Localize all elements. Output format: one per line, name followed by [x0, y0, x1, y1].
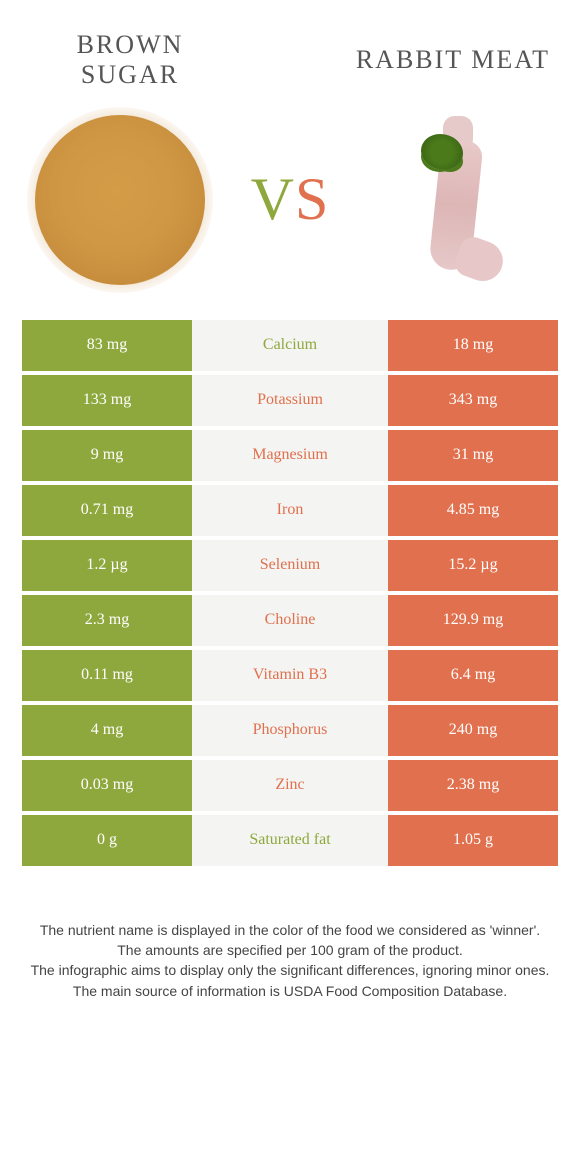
nutrient-label: Choline: [192, 595, 388, 646]
footer-line-3: The infographic aims to display only the…: [30, 960, 550, 980]
left-value: 9 mg: [22, 430, 192, 481]
left-food-title: BROWN SUGAR: [30, 30, 230, 90]
left-value: 0.71 mg: [22, 485, 192, 536]
right-value: 1.05 g: [388, 815, 558, 866]
table-row: 0.71 mgIron4.85 mg: [22, 485, 558, 536]
right-value: 129.9 mg: [388, 595, 558, 646]
footer-notes: The nutrient name is displayed in the co…: [0, 870, 580, 1001]
comparison-table: 83 mgCalcium18 mg133 mgPotassium343 mg9 …: [22, 320, 558, 866]
nutrient-label: Magnesium: [192, 430, 388, 481]
table-row: 9 mgMagnesium31 mg: [22, 430, 558, 481]
header: BROWN SUGAR RABBIT MEAT: [0, 0, 580, 100]
left-value: 0 g: [22, 815, 192, 866]
footer-line-2: The amounts are specified per 100 gram o…: [30, 940, 550, 960]
brown-sugar-icon: [35, 115, 205, 285]
right-value: 343 mg: [388, 375, 558, 426]
nutrient-label: Selenium: [192, 540, 388, 591]
right-value: 18 mg: [388, 320, 558, 371]
right-food-title: RABBIT MEAT: [310, 45, 550, 75]
rabbit-meat-icon: [415, 110, 505, 290]
nutrient-label: Calcium: [192, 320, 388, 371]
vs-s: S: [295, 166, 329, 232]
left-value: 0.03 mg: [22, 760, 192, 811]
left-value: 4 mg: [22, 705, 192, 756]
right-value: 15.2 µg: [388, 540, 558, 591]
left-value: 1.2 µg: [22, 540, 192, 591]
left-value: 0.11 mg: [22, 650, 192, 701]
right-value: 31 mg: [388, 430, 558, 481]
right-value: 2.38 mg: [388, 760, 558, 811]
table-row: 0.11 mgVitamin B36.4 mg: [22, 650, 558, 701]
right-value: 240 mg: [388, 705, 558, 756]
table-row: 83 mgCalcium18 mg: [22, 320, 558, 371]
vs-label: VS: [251, 165, 330, 234]
nutrient-label: Vitamin B3: [192, 650, 388, 701]
left-title-line1: BROWN: [30, 30, 230, 60]
images-row: VS: [0, 100, 580, 320]
table-row: 0 gSaturated fat1.05 g: [22, 815, 558, 866]
nutrient-label: Phosphorus: [192, 705, 388, 756]
right-value: 6.4 mg: [388, 650, 558, 701]
right-food-image: [370, 110, 550, 290]
footer-line-1: The nutrient name is displayed in the co…: [30, 920, 550, 940]
left-title-line2: SUGAR: [30, 60, 230, 90]
table-row: 0.03 mgZinc2.38 mg: [22, 760, 558, 811]
table-row: 4 mgPhosphorus240 mg: [22, 705, 558, 756]
vs-v: V: [251, 166, 295, 232]
left-food-image: [30, 110, 210, 290]
right-value: 4.85 mg: [388, 485, 558, 536]
nutrient-label: Iron: [192, 485, 388, 536]
table-row: 1.2 µgSelenium15.2 µg: [22, 540, 558, 591]
nutrient-label: Potassium: [192, 375, 388, 426]
nutrient-label: Saturated fat: [192, 815, 388, 866]
footer-line-4: The main source of information is USDA F…: [30, 981, 550, 1001]
left-value: 133 mg: [22, 375, 192, 426]
table-row: 133 mgPotassium343 mg: [22, 375, 558, 426]
nutrient-label: Zinc: [192, 760, 388, 811]
left-value: 2.3 mg: [22, 595, 192, 646]
table-row: 2.3 mgCholine129.9 mg: [22, 595, 558, 646]
left-value: 83 mg: [22, 320, 192, 371]
